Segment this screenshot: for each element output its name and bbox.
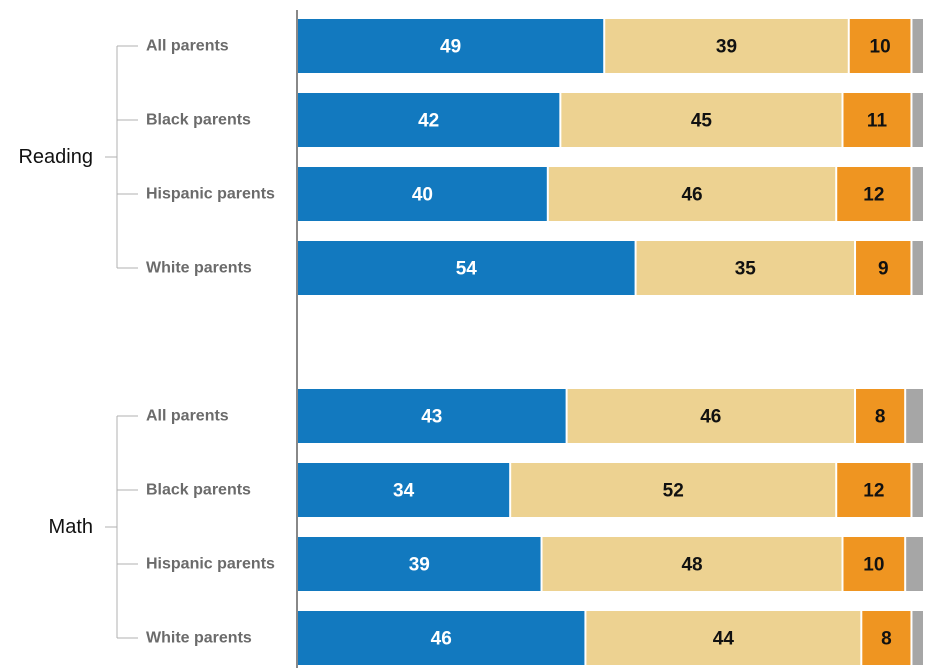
bar-segment [912,19,923,73]
group-label: Reading [18,146,93,168]
row-label: White parents [146,260,252,277]
bar-value-label: 39 [409,555,430,576]
bar-segment [843,537,905,591]
group-label: Math [49,516,93,538]
bar-value-label: 12 [863,481,884,502]
bar-segment [862,611,911,665]
bar-segment [837,167,911,221]
bar-value-label: 9 [878,259,889,280]
bar-segment [542,537,842,591]
bar-segment [912,611,923,665]
bar-segment [561,93,842,147]
group-brackets [105,45,138,639]
bar-segment [298,19,604,73]
bar-segment [298,93,560,147]
bar-segment [856,241,911,295]
bar-segment [843,93,911,147]
row-label: Black parents [146,482,251,499]
bar-value-label: 46 [431,629,452,650]
bar-segment [906,537,923,591]
bar-segment [849,19,911,73]
bar-segment [586,611,861,665]
bar-value-label: 39 [716,37,737,58]
bar-segment [298,241,635,295]
bar-value-label: 45 [691,111,713,132]
bar-value-label: 8 [875,407,886,428]
bar-segment [298,389,566,443]
bar-segment [906,389,923,443]
bar-value-label: 46 [681,185,702,206]
bar-segment [605,19,848,73]
bar-segment [548,167,836,221]
bar-value-label: 10 [870,37,891,58]
bar-segment [567,389,855,443]
row-label: Hispanic parents [146,556,275,573]
bar-value-label: 10 [863,555,884,576]
bar-value-label: 8 [881,629,892,650]
bar-segment [912,93,923,147]
bar-segment [298,611,585,665]
bar-value-label: 12 [863,185,884,206]
bar-value-label: 54 [456,259,478,280]
bar-segment [837,463,911,517]
bar-value-label: 49 [440,37,461,58]
row-label: White parents [146,630,252,647]
bar-segment [856,389,905,443]
bar-segment [298,167,547,221]
bars: 49 39 10 42 45 11 40 46 12 54 35 9 43 46 8 34 52 12 39 48 10… [298,19,923,665]
bar-segment [912,463,923,517]
bar-value-label: 35 [735,259,757,280]
bar-segment [298,463,510,517]
bar-value-label: 11 [867,111,888,132]
row-label: Black parents [146,112,251,129]
bar-value-label: 40 [412,185,433,206]
bar-value-label: 44 [713,629,735,650]
bar-value-label: 43 [421,407,442,428]
bar-value-label: 48 [681,555,702,576]
bar-segment [912,241,923,295]
bar-segment [298,537,541,591]
bar-segment [636,241,855,295]
row-labels: Reading All parents Black parents Hispanic … [18,38,275,647]
bar-value-label: 34 [393,481,415,502]
row-label: All parents [146,408,229,425]
bar-value-label: 46 [700,407,721,428]
row-label: Hispanic parents [146,186,275,203]
bar-value-label: 42 [418,111,439,132]
row-label: All parents [146,38,229,55]
bar-value-label: 52 [663,481,684,502]
bar-segment [912,167,923,221]
bar-segment [511,463,836,517]
